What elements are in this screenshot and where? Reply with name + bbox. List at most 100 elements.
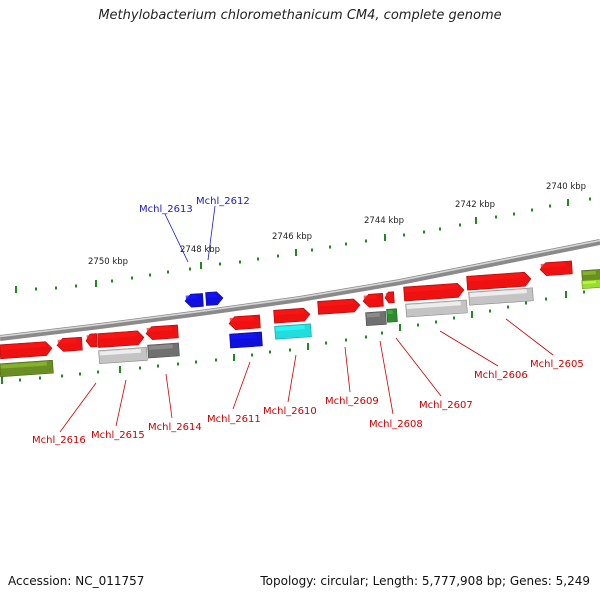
minor-tick xyxy=(583,290,585,294)
minor-tick xyxy=(277,254,279,258)
minor-tick xyxy=(269,350,271,354)
major-tick xyxy=(307,343,309,350)
minor-tick xyxy=(149,273,151,277)
gene-mchl-2610[interactable] xyxy=(274,323,312,340)
gene-mchl-2609[interactable] xyxy=(365,310,387,327)
minor-tick xyxy=(525,301,527,305)
gene-mchl-2611a[interactable] xyxy=(228,314,261,330)
minor-tick xyxy=(79,372,81,376)
gene-mchl-2608b[interactable] xyxy=(384,291,395,304)
minor-tick xyxy=(39,376,41,380)
gene-mchl-2615b[interactable] xyxy=(85,333,98,348)
kbp-label: 2742 kbp xyxy=(455,200,495,210)
gene-label-mchl-2609: Mchl_2609 xyxy=(325,396,379,407)
gene-mchl-2614a-shine xyxy=(146,326,172,332)
minor-tick xyxy=(19,378,21,382)
minor-tick xyxy=(531,208,533,212)
minor-tick xyxy=(55,286,57,290)
gene-label-mchl-2612: Mchl_2612 xyxy=(196,196,250,207)
gene-mchl-2616-outer-shine xyxy=(0,342,46,350)
gene-mchl-2613-shine xyxy=(185,294,197,300)
gene-label-mchl-2605: Mchl_2605 xyxy=(530,359,584,370)
label-leader-line xyxy=(115,379,127,427)
genome-summary-text: Topology: circular; Length: 5,777,908 bp… xyxy=(260,574,590,588)
kbp-label: 2746 kbp xyxy=(272,232,312,242)
gene-label-mchl-2611: Mchl_2611 xyxy=(207,414,261,425)
gene-mchl-2614[interactable] xyxy=(147,342,180,359)
minor-tick xyxy=(325,341,327,345)
minor-tick xyxy=(345,242,347,246)
gene-mchl-2607[interactable] xyxy=(405,299,468,318)
minor-tick xyxy=(381,331,383,335)
minor-tick xyxy=(507,305,509,309)
gene-mchl-2613[interactable] xyxy=(184,293,204,308)
gene-mchl-2611[interactable] xyxy=(229,331,263,349)
minor-tick xyxy=(589,197,591,201)
gene-mchl-2607a-shine xyxy=(404,284,458,293)
gene-mchl-2616-outer[interactable] xyxy=(0,341,53,360)
minor-tick xyxy=(289,348,291,352)
minor-tick xyxy=(513,212,515,216)
major-tick xyxy=(15,286,17,293)
gene-label-mchl-2607: Mchl_2607 xyxy=(419,400,473,411)
gene-mchl-2615a[interactable] xyxy=(56,336,83,352)
gene-mchl-2608b-shine xyxy=(385,292,391,297)
label-leader-line xyxy=(395,337,442,397)
kbp-label: 2748 kbp xyxy=(180,245,220,255)
major-tick xyxy=(471,311,473,318)
gene-mchl-2609a-shine xyxy=(318,299,354,307)
major-tick xyxy=(95,280,97,287)
minor-tick xyxy=(495,215,497,219)
map-title: Methylobacterium chloromethanicum CM4, c… xyxy=(98,8,502,23)
gene-mchl-2616[interactable] xyxy=(0,359,54,378)
minor-tick xyxy=(215,358,217,362)
kbp-label: 2744 kbp xyxy=(364,216,404,226)
gene-mchl-2609a[interactable] xyxy=(317,298,361,315)
gene-mchl-2605c-body xyxy=(581,278,600,290)
minor-tick xyxy=(131,276,133,280)
gene-mchl-2605c[interactable] xyxy=(581,278,600,290)
major-tick xyxy=(567,199,569,206)
gene-mchl-2605a[interactable] xyxy=(539,260,573,276)
gene-label-mchl-2610: Mchl_2610 xyxy=(263,406,317,417)
minor-tick xyxy=(345,338,347,342)
major-tick xyxy=(119,366,121,373)
minor-tick xyxy=(157,364,159,368)
gene-mchl-2606a[interactable] xyxy=(466,271,532,291)
minor-tick xyxy=(97,370,99,374)
kbp-label: 2750 kbp xyxy=(88,257,128,267)
gene-mchl-2608a[interactable] xyxy=(362,292,384,308)
major-tick xyxy=(399,324,401,331)
minor-tick xyxy=(439,227,441,231)
gene-mchl-2606-shine xyxy=(469,289,527,298)
label-leader-line xyxy=(287,354,297,403)
minor-tick xyxy=(219,262,221,266)
gene-mchl-2615c[interactable] xyxy=(97,330,145,348)
gene-mchl-2609a-body xyxy=(317,298,361,315)
minor-tick xyxy=(35,287,37,291)
gene-mchl-2605a-shine xyxy=(540,262,566,268)
gene-mchl-2615[interactable] xyxy=(98,347,148,364)
gene-mchl-2615a-shine xyxy=(57,338,76,344)
minor-tick xyxy=(251,353,253,357)
gene-mchl-2610a[interactable] xyxy=(273,307,311,324)
gene-mchl-2608[interactable] xyxy=(386,308,398,323)
minor-tick xyxy=(417,323,419,327)
label-leader-line xyxy=(379,340,394,415)
gene-mchl-2614a[interactable] xyxy=(145,324,179,340)
gene-mchl-2616-shine xyxy=(0,361,47,369)
minor-tick xyxy=(453,316,455,320)
gene-mchl-2607a[interactable] xyxy=(403,283,465,302)
minor-tick xyxy=(257,257,259,261)
minor-tick xyxy=(167,270,169,274)
gene-mchl-2609-shine xyxy=(366,312,380,318)
label-leader-line xyxy=(59,382,97,433)
major-tick xyxy=(200,262,202,269)
genome-backbone xyxy=(0,239,600,341)
gene-mchl-2611-shine xyxy=(230,333,256,340)
gene-mchl-2612[interactable] xyxy=(205,291,224,306)
minor-tick xyxy=(549,204,551,208)
minor-tick xyxy=(61,374,63,378)
gene-mchl-2606[interactable] xyxy=(468,287,534,306)
